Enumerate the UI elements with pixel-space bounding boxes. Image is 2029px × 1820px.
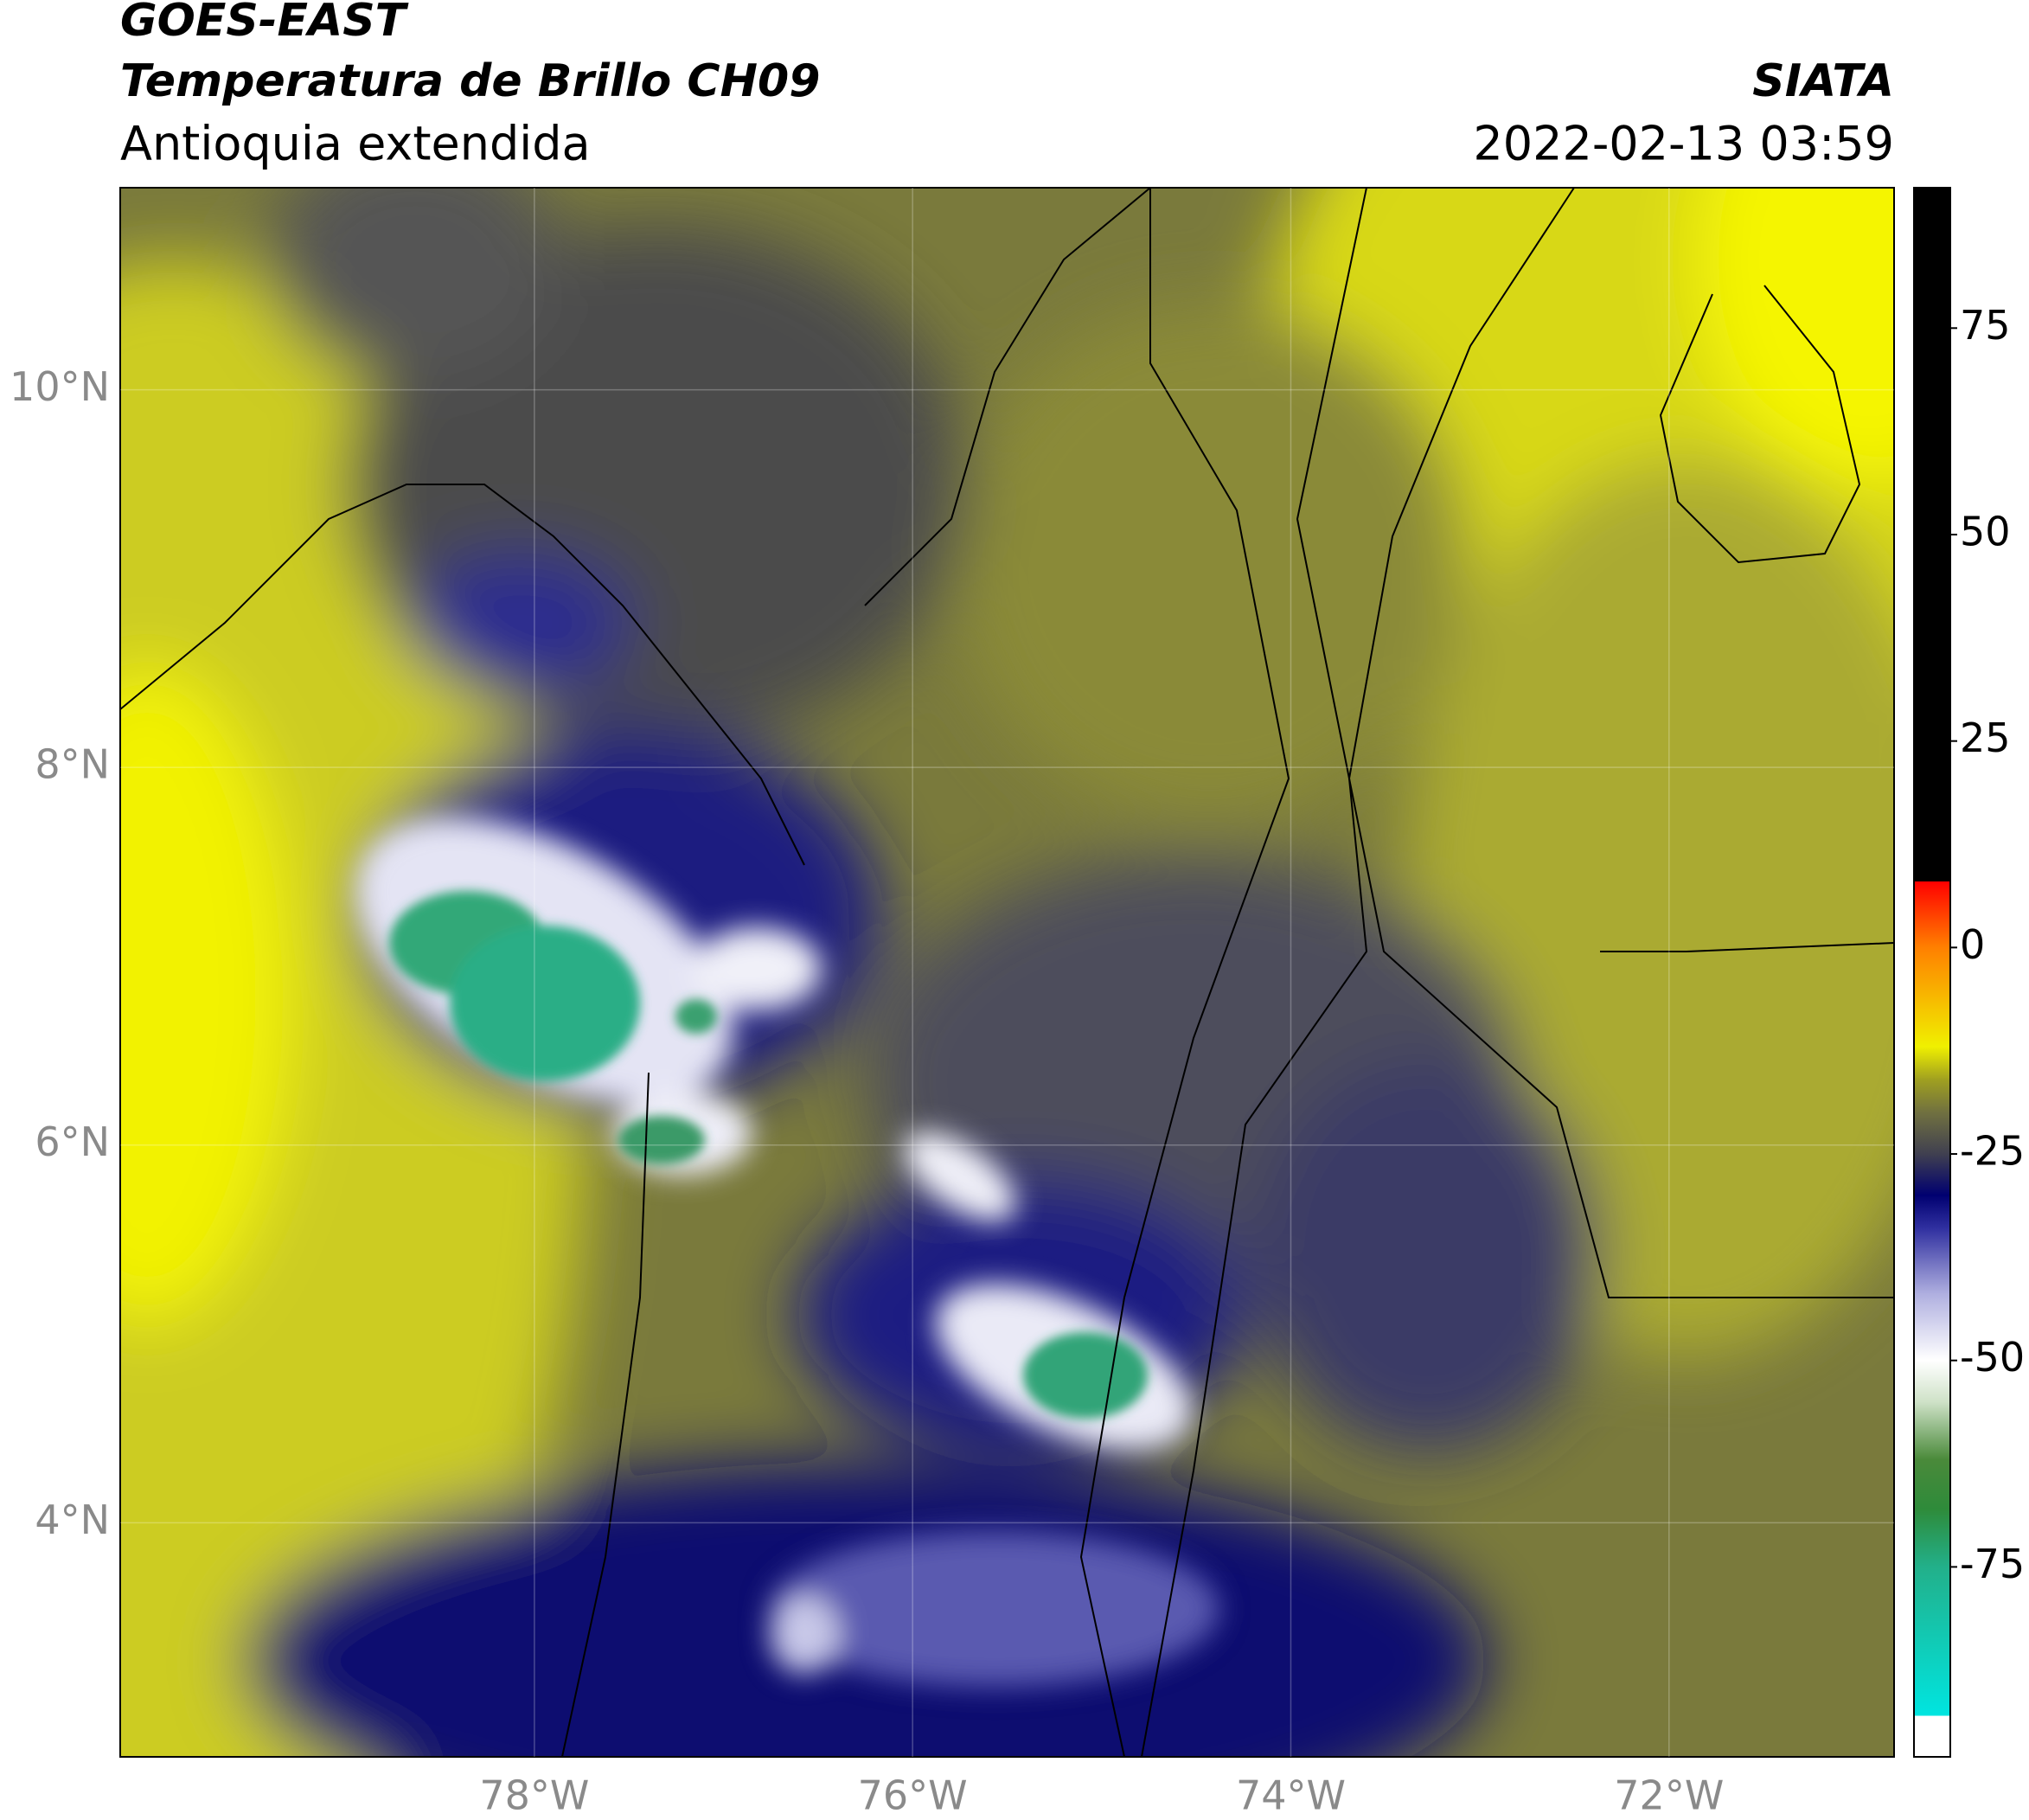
source-label: SIATA	[1752, 55, 1894, 107]
border	[1347, 188, 1894, 1298]
border	[1600, 942, 1894, 952]
storm-cores	[389, 891, 1148, 1419]
cold-area	[1254, 1055, 1600, 1453]
colorbar-tick-label: 0	[1960, 921, 1985, 968]
storm-cell	[770, 1531, 1219, 1687]
colorbar-tick-label: -50	[1960, 1334, 2025, 1381]
satellite-title: GOES-EAST	[120, 0, 409, 47]
storm-cell	[904, 1131, 1016, 1221]
warm-area	[120, 666, 294, 1323]
colorbar-tick-label: 75	[1960, 302, 2011, 349]
lon-tick-label: 74°W	[1236, 1772, 1346, 1817]
cold-area	[406, 554, 631, 692]
lat-tick-label: 6°N	[35, 1118, 110, 1165]
coastline	[864, 188, 1151, 606]
border	[1141, 188, 1368, 1757]
coastline	[120, 484, 805, 866]
lat-tick-label: 10°N	[10, 363, 110, 410]
coastline	[561, 1072, 650, 1757]
product-title: Temperatura de Brillo CH09	[120, 55, 820, 107]
storm-cell	[770, 1596, 839, 1674]
colorbar	[1913, 187, 1951, 1758]
storm-cells	[356, 817, 1219, 1687]
colorbar-tick-label: -25	[1960, 1128, 2025, 1175]
storm-core	[450, 926, 640, 1081]
storm-cell	[692, 927, 822, 1010]
lon-tick-label: 76°W	[858, 1772, 968, 1817]
storm-core	[675, 999, 717, 1034]
lon-tick-label: 72°W	[1614, 1772, 1724, 1817]
cold-area	[268, 188, 562, 381]
lat-tick-label: 4°N	[35, 1496, 110, 1543]
border	[1079, 188, 1290, 1757]
plot-frame	[119, 187, 1895, 1758]
colorbar-tick-label: 50	[1960, 508, 2011, 554]
coastline	[1659, 285, 1861, 564]
warm-area	[1695, 188, 1894, 484]
storm-core	[1023, 1332, 1148, 1419]
lat-tick-label: 8°N	[35, 741, 110, 788]
timestamp: 2022-02-13 03:59	[1473, 117, 1894, 171]
region-subtitle: Antioquia extendida	[120, 117, 591, 171]
lon-tick-label: 78°W	[479, 1772, 589, 1817]
storm-core	[618, 1116, 705, 1164]
warm-area	[951, 303, 1470, 822]
colorbar-tick-label: 25	[1960, 715, 2011, 761]
borders	[120, 188, 1894, 1757]
colorbar-tick-label: -75	[1960, 1541, 2025, 1587]
